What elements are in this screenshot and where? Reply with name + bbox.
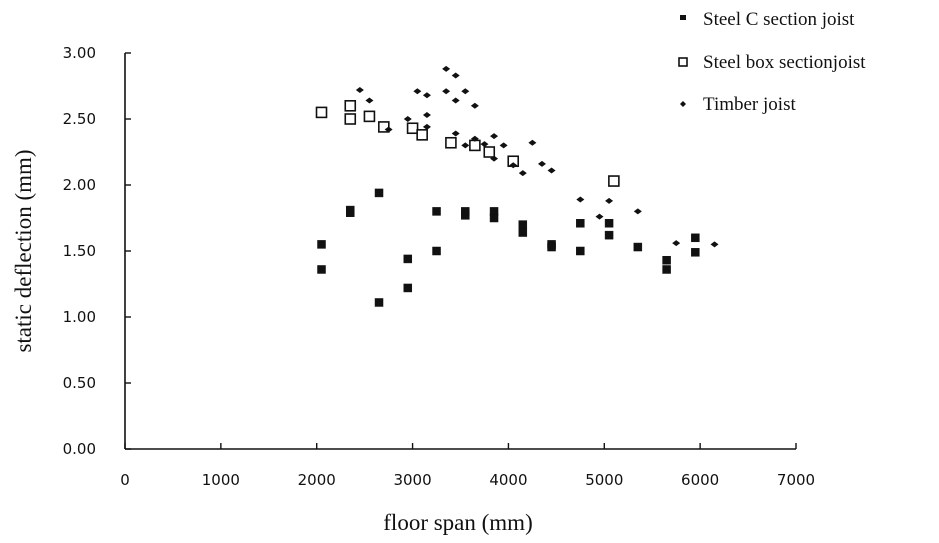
y-tick-label: 1.50	[63, 242, 96, 260]
data-point	[346, 205, 355, 215]
legend-marker	[680, 15, 686, 20]
data-point	[509, 162, 518, 169]
x-tick-label: 1000	[202, 471, 240, 489]
x-tick-label: 3000	[393, 471, 431, 489]
data-point	[317, 265, 326, 274]
data-point	[608, 175, 620, 187]
data-point	[672, 240, 681, 247]
x-tick-label: 7000	[777, 471, 815, 489]
y-tick-label: 0.50	[63, 374, 96, 392]
data-point	[490, 133, 499, 140]
data-point	[490, 155, 499, 162]
data-point	[537, 160, 546, 167]
data-point	[469, 139, 481, 152]
y-axis-title: static deflection (mm)	[11, 149, 36, 352]
y-tick-label: 3.00	[63, 44, 96, 62]
data-point	[363, 110, 376, 123]
data-point	[442, 65, 451, 72]
series-1	[317, 188, 700, 307]
data-point	[480, 141, 489, 148]
data-point	[547, 242, 556, 252]
data-point	[576, 196, 585, 203]
data-point	[432, 207, 441, 216]
y-tick-label: 2.00	[63, 176, 96, 194]
legend-label: Steel box sectionjoist	[703, 52, 866, 73]
data-point	[344, 100, 357, 112]
x-tick-label: 6000	[681, 471, 719, 489]
legend: Steel C section joist Steel box sectionjo…	[678, 9, 866, 115]
data-point	[432, 246, 441, 256]
data-point	[315, 106, 328, 119]
data-point	[604, 230, 614, 240]
data-point	[633, 208, 642, 215]
data-point	[445, 136, 457, 149]
data-point	[691, 233, 700, 243]
data-point	[406, 122, 419, 135]
series-2	[315, 100, 620, 187]
data-point	[403, 254, 413, 264]
x-tick-label: 4000	[489, 471, 527, 489]
series-3	[355, 65, 719, 248]
data-point	[483, 146, 496, 158]
data-point	[547, 167, 556, 174]
data-point	[710, 241, 719, 248]
data-point	[461, 142, 470, 149]
y-tick-label: 2.50	[63, 110, 96, 128]
legend-marker	[680, 101, 686, 107]
data-point	[355, 86, 364, 93]
data-point	[605, 197, 614, 204]
data-point	[633, 242, 643, 252]
data-point	[518, 228, 528, 237]
data-point	[489, 213, 499, 223]
x-axis-title: floor span (mm)	[383, 510, 532, 535]
data-point	[403, 283, 413, 293]
y-tick-label: 0.00	[63, 440, 96, 458]
data-point	[317, 240, 326, 249]
data-point	[451, 130, 460, 137]
data-point	[451, 72, 460, 79]
data-point	[461, 88, 470, 95]
data-point	[374, 188, 384, 198]
data-point	[576, 219, 585, 228]
data-point	[403, 116, 412, 122]
data-point	[451, 97, 460, 104]
data-point	[442, 88, 451, 95]
data-point	[470, 102, 479, 109]
data-point	[422, 123, 431, 130]
data-point	[344, 113, 357, 125]
data-point	[518, 220, 528, 229]
ticks: 0 1000 2000 3000 4000 5000 6000 7000 0.00 0.50 1.0…	[63, 44, 816, 489]
x-tick-label: 0	[120, 471, 130, 489]
data-point	[422, 112, 431, 119]
legend-label: Timber joist	[703, 94, 796, 115]
data-point	[461, 211, 470, 220]
data-point	[499, 142, 508, 149]
data-point	[470, 135, 479, 142]
data-point	[662, 265, 671, 274]
legend-label: Steel C section joist	[703, 9, 855, 30]
data-point	[691, 248, 700, 257]
data-point	[576, 246, 585, 256]
data-point	[595, 213, 604, 220]
x-tick-label: 2000	[298, 471, 336, 489]
data-point	[528, 139, 537, 146]
data-point	[662, 255, 671, 265]
data-point	[384, 126, 393, 133]
data-point	[518, 170, 527, 177]
data-point	[604, 219, 614, 228]
data-point	[422, 92, 431, 99]
data-point	[416, 129, 428, 141]
y-tick-label: 1.00	[63, 308, 96, 326]
data-point	[413, 88, 422, 95]
data-point	[365, 97, 374, 104]
legend-marker	[678, 57, 688, 67]
x-tick-label: 5000	[585, 471, 623, 489]
data-point	[374, 298, 384, 307]
data-points	[315, 65, 719, 307]
